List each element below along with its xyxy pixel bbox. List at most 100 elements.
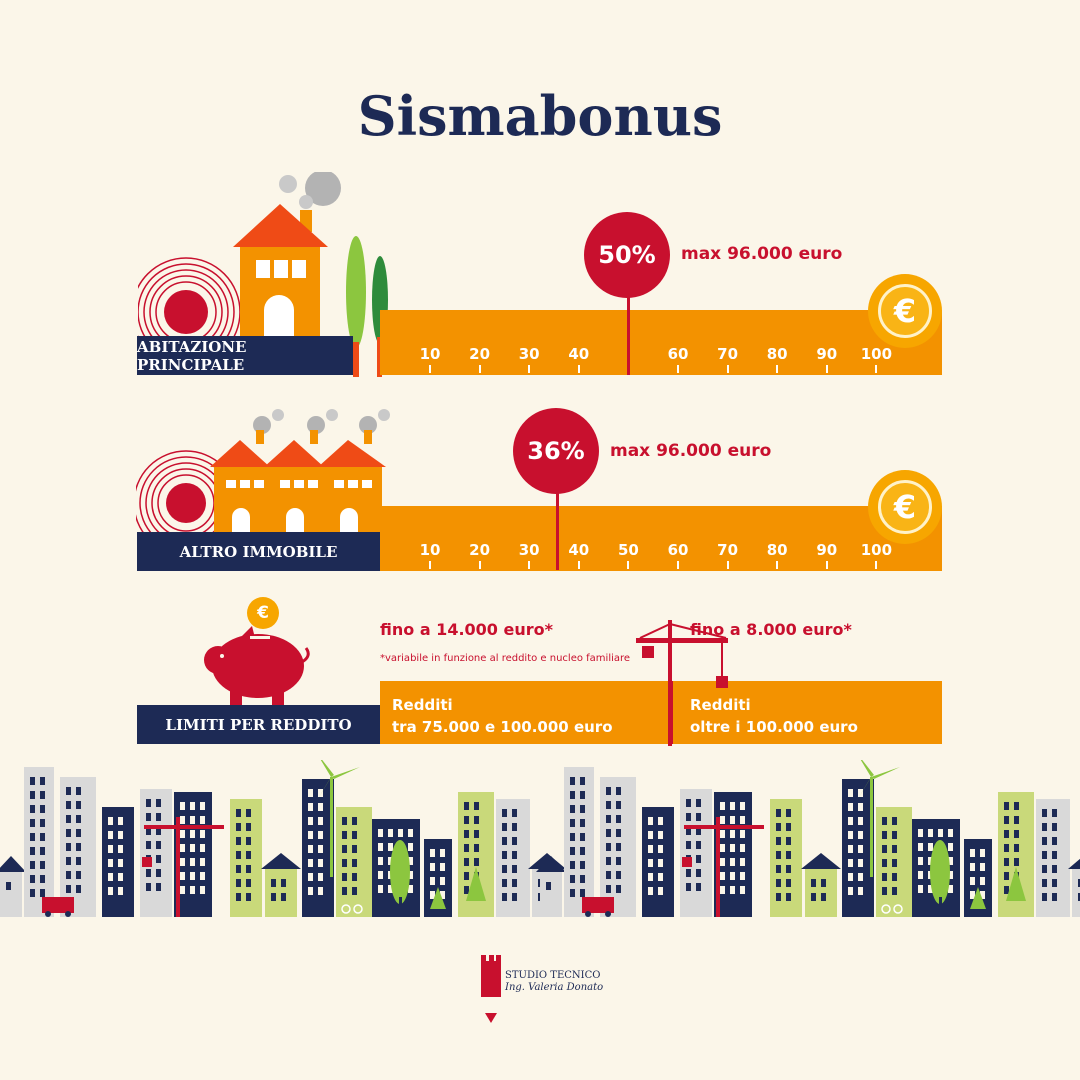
income-range-1-value: tra 75.000 e 100.000 euro [392, 718, 613, 736]
skyline-window [108, 817, 113, 825]
skyline-window [342, 831, 347, 839]
label-abitazione-principale: ABITAZIONE PRINCIPALE [137, 336, 353, 375]
skyline-window [352, 873, 357, 881]
skyline-window [76, 829, 81, 837]
skyline-window [430, 863, 435, 871]
skyline-window [378, 885, 383, 893]
skyline-window [502, 823, 507, 831]
skyline-window [648, 845, 653, 853]
skyline-window [858, 845, 863, 853]
house-illustration [138, 172, 388, 377]
skyline-window [236, 823, 241, 831]
skyline-window [740, 858, 745, 866]
skyline-window [281, 879, 286, 887]
skyline-window [1042, 837, 1047, 845]
skyline-window [892, 817, 897, 825]
skyline-roof [0, 856, 26, 872]
scale-tick-label: 10 [419, 345, 441, 363]
skyline-window [156, 827, 161, 835]
skyline-window [658, 887, 663, 895]
skyline-window [1052, 851, 1057, 859]
skyline-window [720, 886, 725, 894]
skyline-window [156, 883, 161, 891]
skyline-roof [1068, 858, 1080, 869]
skyline-window [1004, 872, 1009, 880]
skyline-window [66, 801, 71, 809]
skyline-window [570, 875, 575, 883]
skyline-window [464, 802, 469, 810]
scale-tick-label: 10 [419, 541, 441, 559]
skyline-window [318, 789, 323, 797]
skyline-window [858, 803, 863, 811]
income-range-1: Redditi tra 75.000 e 100.000 euro [392, 694, 613, 738]
skyline-window [40, 819, 45, 827]
skyline-window [236, 809, 241, 817]
skyline-window [686, 813, 691, 821]
skyline-window [30, 805, 35, 813]
label-limiti-per-reddito: LIMITI PER REDDITO [137, 705, 380, 744]
city-skyline-illustration [0, 760, 1080, 917]
skyline-window [180, 802, 185, 810]
skyline-window [1052, 823, 1057, 831]
skyline-crane [176, 817, 180, 917]
skyline-window [938, 829, 943, 837]
skyline-window [696, 827, 701, 835]
skyline-window [1014, 830, 1019, 838]
skyline-window [318, 859, 323, 867]
skyline-window [928, 829, 933, 837]
skyline-window [512, 851, 517, 859]
skyline-window [696, 869, 701, 877]
skyline-turbine-blade [860, 760, 874, 777]
skyline-window [512, 823, 517, 831]
skyline-window [1052, 865, 1057, 873]
skyline-window [882, 873, 887, 881]
skyline-window [776, 809, 781, 817]
skyline-window [606, 843, 611, 851]
skyline-window [786, 893, 791, 901]
skyline-tree [390, 840, 410, 904]
skyline-window [686, 883, 691, 891]
skyline-crane-weight [142, 857, 152, 867]
skyline-turbine-blade [331, 767, 360, 779]
scale-tick-label: 60 [667, 541, 689, 559]
skyline-window [616, 815, 621, 823]
skyline-window [430, 877, 435, 885]
scale-bar-2 [380, 506, 942, 571]
skyline-window [200, 872, 205, 880]
scale-tick-label: 30 [518, 541, 540, 559]
scale-tick-label: 40 [568, 345, 590, 363]
skyline-window [40, 791, 45, 799]
skyline-tree [466, 867, 486, 901]
logo-line-1: STUDIO TECNICO [505, 970, 601, 981]
skyline-window [892, 845, 897, 853]
skyline-window [180, 816, 185, 824]
skyline-window [616, 829, 621, 837]
skyline-window [6, 882, 11, 890]
scale-tick-label: 60 [667, 345, 689, 363]
skyline-window [580, 777, 585, 785]
skyline-window [848, 845, 853, 853]
skyline-window [948, 843, 953, 851]
skyline-window [570, 847, 575, 855]
skyline-window [858, 887, 863, 895]
skyline-window [616, 857, 621, 865]
skyline-window [606, 829, 611, 837]
skyline-window [892, 831, 897, 839]
skyline-roof [801, 853, 841, 869]
skyline-window [892, 859, 897, 867]
euro-coin-icon: € [868, 470, 942, 544]
page-title: Sismabonus [357, 84, 723, 148]
skyline-window [430, 891, 435, 899]
skyline-window [118, 859, 123, 867]
skyline-window [1014, 802, 1019, 810]
skyline-window [76, 815, 81, 823]
skyline-window [108, 859, 113, 867]
skyline-window [388, 829, 393, 837]
scale-tick-mark [577, 365, 580, 373]
skyline-window [190, 858, 195, 866]
skyline-window [246, 851, 251, 859]
skyline-window [720, 844, 725, 852]
scale-tick-label: 100 [860, 345, 893, 363]
skyline-crane-arm [684, 825, 764, 829]
skyline-window [190, 872, 195, 880]
